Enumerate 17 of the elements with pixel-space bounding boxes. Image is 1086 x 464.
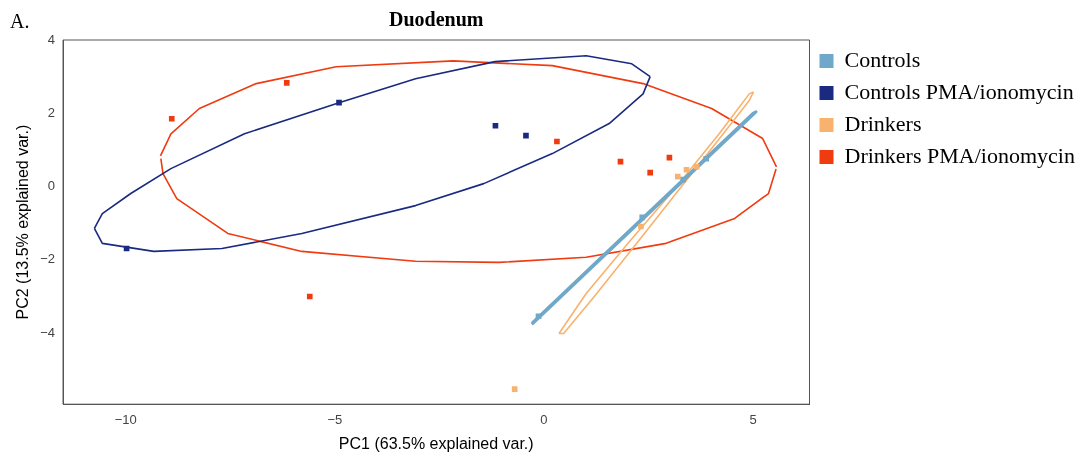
x-axis-title: PC1 (63.5% explained var.): [338, 434, 534, 452]
y-tick-label: −4: [40, 324, 56, 340]
legend-label: Controls PMA/ionomycin: [844, 78, 1074, 104]
text: A.: [10, 10, 30, 32]
x-tick-label: 0: [540, 411, 548, 427]
x-tick-label: −5: [327, 411, 343, 427]
y-tick-label: 2: [47, 104, 56, 120]
x-tick-label: −10: [114, 411, 137, 427]
y-tick-label: 0: [47, 178, 56, 194]
legend-label: Drinkers: [844, 110, 922, 136]
legend-label: Controls: [844, 46, 921, 72]
y-tick-label: 4: [47, 31, 56, 47]
y-axis-title: PC2 (13.5% explained var.): [14, 124, 32, 320]
chart-title: Duodenum: [389, 8, 484, 30]
x-tick-label: 5: [749, 411, 757, 427]
legend-label: Drinkers PMA/ionomycin: [844, 142, 1075, 168]
y-tick-label: −2: [40, 251, 56, 267]
